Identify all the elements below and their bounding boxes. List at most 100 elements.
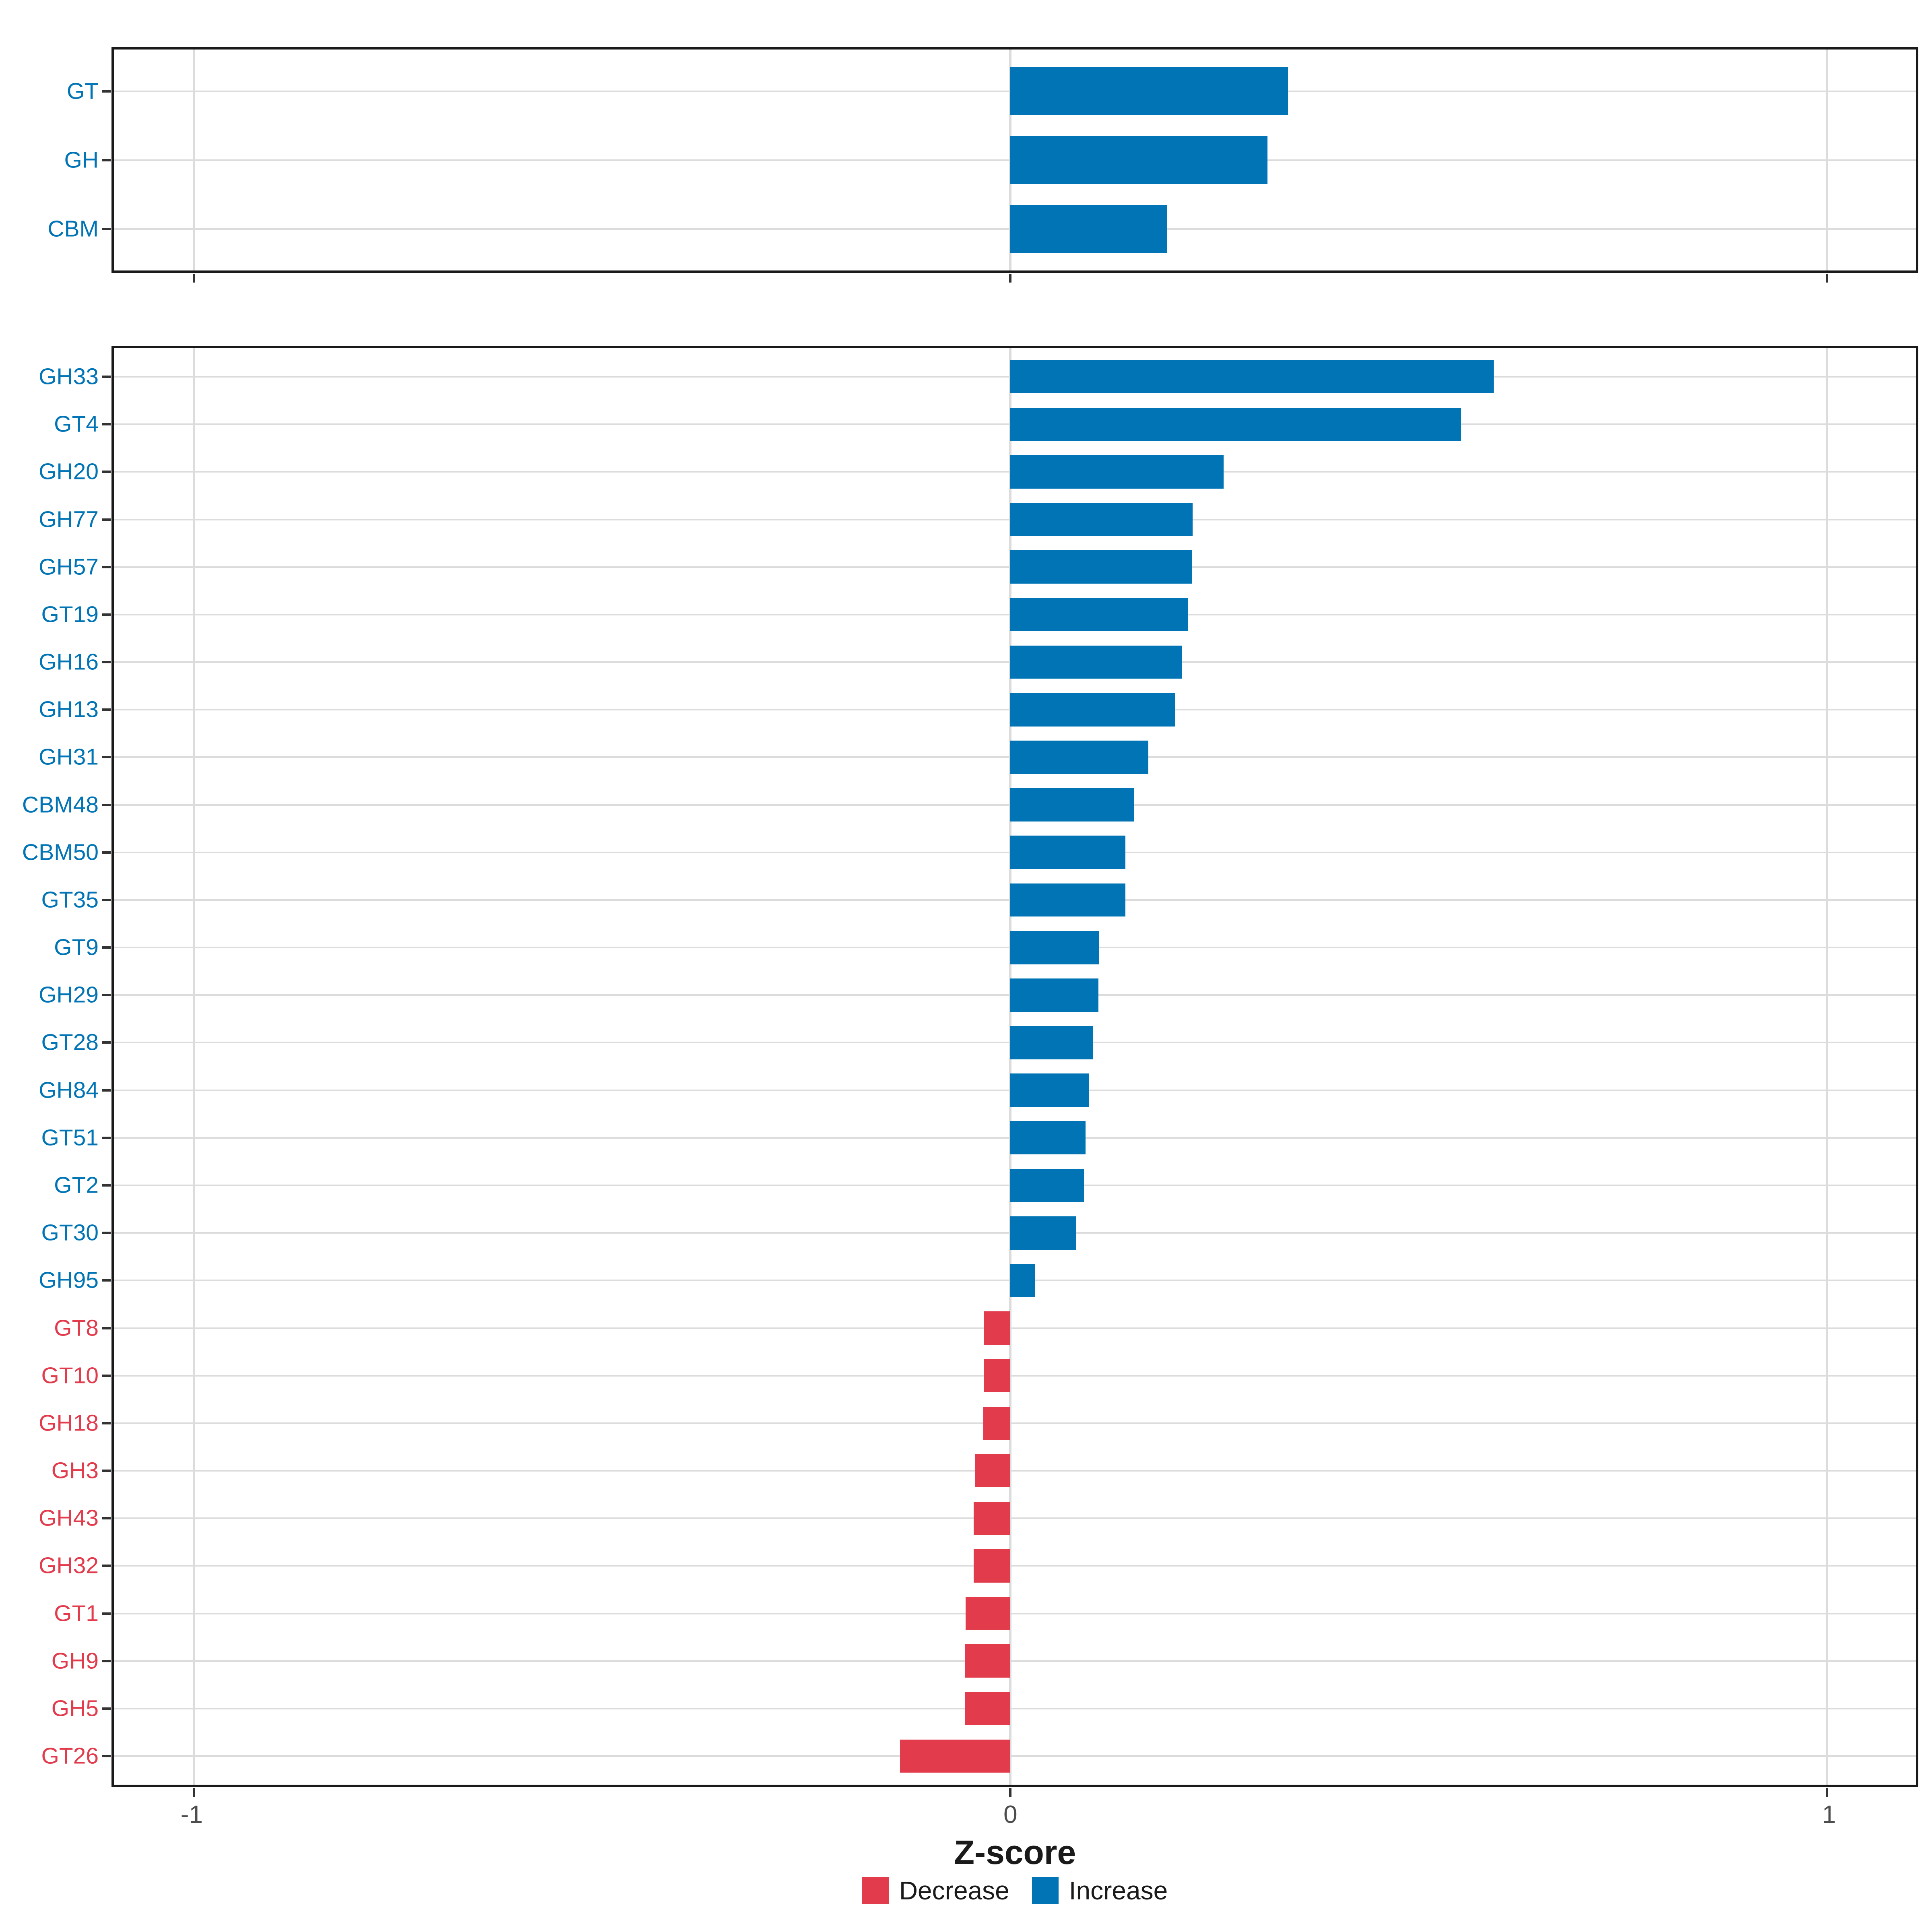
increase-bar-gt2 — [1010, 1168, 1084, 1202]
y-tick-mark — [102, 1707, 111, 1710]
bar-row-gt: GT — [67, 57, 1916, 126]
increase-bar-cbm50 — [1010, 836, 1126, 869]
bar-rows: GT GH CBM — [47, 50, 1916, 270]
y-gridline — [114, 1755, 1916, 1757]
bar-row-gh20: GH20 — [39, 448, 1916, 495]
increase-bar-gh31 — [1010, 741, 1149, 774]
y-tick-mark — [102, 227, 111, 230]
y-tick-mark — [102, 1565, 111, 1567]
y-tick-mark — [102, 803, 111, 806]
y-gridline — [114, 1375, 1916, 1377]
legend-item-increase: Increase — [1032, 1877, 1168, 1904]
decrease-bar-gt1 — [965, 1597, 1011, 1630]
increase-bar-gt19 — [1010, 598, 1188, 632]
y-tick-mark — [102, 851, 111, 854]
y-gridline — [114, 1660, 1916, 1662]
increase-bar-gt4 — [1010, 407, 1461, 441]
increase-bar-gh29 — [1010, 978, 1099, 1012]
y-tick-mark — [102, 1755, 111, 1758]
y-tick-mark — [102, 1184, 111, 1187]
legend-item-decrease: Decrease — [862, 1877, 1009, 1904]
bar-row-gh5: GH5 — [52, 1685, 1916, 1732]
bar-row-gt4: GT4 — [54, 400, 1916, 448]
category-label-cbm50: CBM50 — [22, 839, 99, 865]
legend-label-decrease: Decrease — [899, 1876, 1009, 1905]
category-label-gh32: GH32 — [39, 1552, 99, 1579]
increase-bar-gh20 — [1010, 455, 1224, 489]
y-tick-mark — [102, 1422, 111, 1424]
bar-rows: GH33 GT4 GH20 GH77 GH57 GT19 GH16 GH13 GH31 CBM48… — [22, 348, 1916, 1785]
y-tick-mark — [102, 1470, 111, 1472]
category-label-gh20: GH20 — [39, 458, 99, 485]
legend: Decrease Increase — [111, 1872, 1918, 1909]
cazyme-families-panel: GH33 GT4 GH20 GH77 GH57 GT19 GH16 GH13 GH31 CBM48… — [22, 346, 1918, 1797]
bar-row-cbm48: CBM48 — [22, 781, 1916, 829]
x-tick-mark — [1009, 274, 1012, 283]
x-tick-mark — [192, 1788, 195, 1797]
bar-row-gh18: GH18 — [39, 1399, 1916, 1447]
category-label-gt51: GT51 — [41, 1125, 99, 1151]
x-tick-mark — [1825, 274, 1828, 283]
increase-bar-gh16 — [1010, 645, 1182, 679]
bar-row-gh13: GH13 — [39, 686, 1916, 733]
bar-row-gh77: GH77 — [39, 496, 1916, 543]
bar-row-gh84: GH84 — [39, 1067, 1916, 1114]
bar-row-gh: GH — [64, 126, 1916, 194]
decrease-bar-gh32 — [974, 1549, 1011, 1583]
y-tick-mark — [102, 471, 111, 473]
x-tick-label--1: -1 — [180, 1801, 203, 1829]
category-label-gh3: GH3 — [51, 1457, 99, 1484]
y-tick-mark — [102, 946, 111, 949]
category-label-gh33: GH33 — [39, 363, 99, 390]
category-label-gh: GH — [64, 147, 99, 173]
bar-row-gh32: GH32 — [39, 1542, 1916, 1589]
category-label-gt2: GT2 — [54, 1172, 99, 1198]
y-tick-mark — [102, 613, 111, 616]
x-gridline — [1009, 348, 1012, 1785]
x-axis-tick-marks — [114, 50, 1916, 283]
increase-bar-gh13 — [1010, 693, 1176, 727]
x-tick-mark — [1825, 1788, 1828, 1797]
increase-bar-gt35 — [1010, 883, 1126, 917]
increase-bar-cbm — [1010, 204, 1167, 253]
bar-row-gt26: GT26 — [41, 1732, 1916, 1780]
category-label-gt28: GT28 — [41, 1029, 99, 1055]
bar-row-gh31: GH31 — [39, 733, 1916, 781]
category-label-gh29: GH29 — [39, 982, 99, 1008]
x-axis-title: Z-score — [954, 1833, 1076, 1871]
bar-row-cbm50: CBM50 — [22, 829, 1916, 876]
y-gridline — [114, 1517, 1916, 1519]
bar-row-cbm: CBM — [47, 194, 1916, 263]
category-label-gh16: GH16 — [39, 649, 99, 675]
bar-row-gt9: GT9 — [54, 924, 1916, 971]
y-tick-mark — [102, 756, 111, 759]
increase-bar-gh57 — [1010, 550, 1192, 584]
category-label-gt1: GT1 — [54, 1600, 99, 1627]
increase-bar-gt28 — [1010, 1026, 1093, 1059]
category-label-gh95: GH95 — [39, 1267, 99, 1293]
y-tick-mark — [102, 1374, 111, 1377]
x-gridline — [1825, 348, 1828, 1785]
bar-row-gh29: GH29 — [39, 971, 1916, 1019]
y-tick-mark — [102, 1089, 111, 1092]
enzyme-class-summary-panel: GT GH CBM — [47, 47, 1918, 283]
category-label-gt19: GT19 — [41, 601, 99, 627]
y-tick-mark — [102, 994, 111, 997]
y-tick-mark — [102, 90, 111, 93]
x-gridline — [192, 348, 195, 1785]
bar-row-gh95: GH95 — [39, 1257, 1916, 1304]
x-tick-mark — [1009, 1788, 1012, 1797]
decrease-bar-gh43 — [974, 1501, 1011, 1535]
y-tick-mark — [102, 159, 111, 161]
category-label-gh57: GH57 — [39, 554, 99, 580]
decrease-bar-gh5 — [964, 1692, 1011, 1726]
vertical-gridlines — [114, 348, 1916, 1785]
increase-bar-gt30 — [1010, 1216, 1076, 1250]
x-tick-mark — [192, 274, 195, 283]
bar-row-gt2: GT2 — [54, 1162, 1916, 1209]
x-tick-label-1: 1 — [1822, 1801, 1836, 1829]
increase-bar-gh — [1010, 136, 1268, 184]
y-gridline — [114, 1565, 1916, 1567]
x-tick-label-0: 0 — [1003, 1801, 1018, 1829]
bar-row-gt19: GT19 — [41, 591, 1916, 638]
